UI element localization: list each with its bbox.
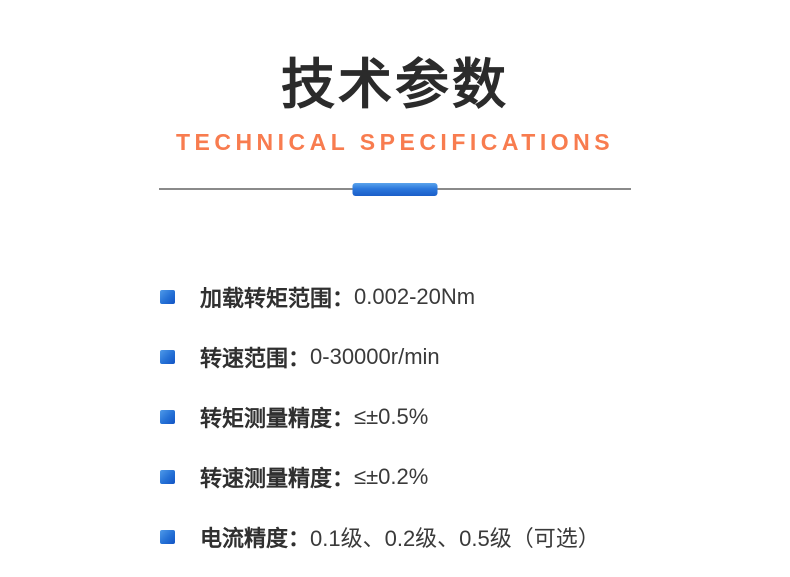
square-bullet-icon	[160, 409, 175, 424]
square-bullet-icon	[160, 349, 175, 364]
title-divider	[159, 182, 631, 196]
spec-label: 转速范围：	[200, 345, 311, 371]
section-header: 技术参数 TECHNICAL SPECIFICATIONS	[0, 0, 790, 196]
square-bullet-icon	[160, 529, 175, 544]
spec-item-torque-accuracy: 转矩测量精度： ≤±0.5%	[160, 402, 790, 432]
spec-label: 电流精度：	[200, 525, 311, 551]
spec-item-current-accuracy: 电流精度： 0.1级、0.2级、0.5级（可选）	[160, 522, 790, 552]
spec-item-torque-range: 加载转矩范围： 0.002-20Nm	[160, 282, 790, 312]
spec-label: 加载转矩范围：	[200, 285, 355, 311]
square-bullet-icon	[160, 289, 175, 304]
spec-value: 0-30000r/min	[310, 343, 440, 369]
spec-value: ≤±0.5%	[354, 403, 429, 429]
spec-value: ≤±0.2%	[354, 463, 429, 489]
spec-item-speed-range: 转速范围： 0-30000r/min	[160, 342, 790, 372]
spec-label: 转矩测量精度：	[200, 405, 355, 431]
page-title: 技术参数	[281, 55, 509, 115]
page-subtitle: TECHNICAL SPECIFICATIONS	[175, 129, 615, 156]
square-bullet-icon	[160, 469, 175, 484]
spec-list: 加载转矩范围： 0.002-20Nm 转速范围： 0-30000r/min 转矩…	[160, 282, 790, 552]
spec-item-speed-accuracy: 转速测量精度： ≤±0.2%	[160, 462, 790, 492]
divider-accent-bar	[352, 182, 438, 196]
spec-label: 转速测量精度：	[200, 465, 355, 491]
spec-value: 0.002-20Nm	[354, 283, 476, 309]
spec-value: 0.1级、0.2级、0.5级（可选）	[310, 525, 600, 551]
